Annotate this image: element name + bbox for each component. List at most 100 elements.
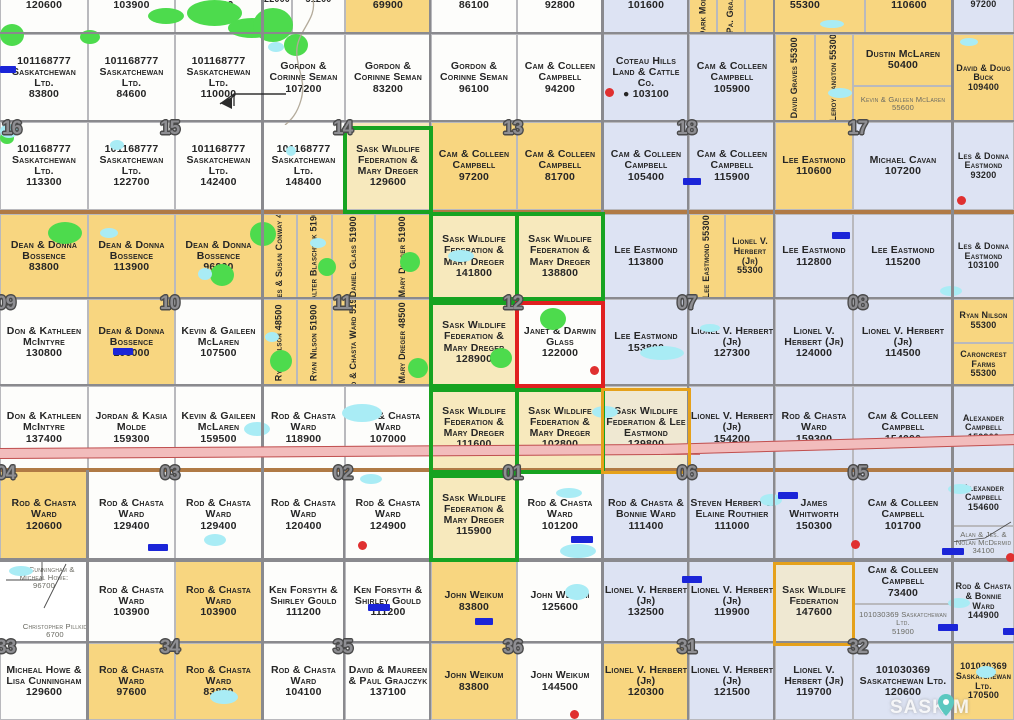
parcel[interactable]: Daniel Glass 51900 xyxy=(332,214,375,299)
parcel[interactable]: Charles & Susan Conway 42600 xyxy=(262,214,297,299)
sale-marker-icon[interactable] xyxy=(590,366,599,375)
parcel[interactable]: Sask Wildlife Federation & Mary Dreger 12… xyxy=(345,122,431,210)
parcel[interactable]: Rod & Chasta Ward 104100 xyxy=(262,643,345,720)
parcel[interactable]: Cam & Colleen Campbell 97200 xyxy=(431,122,517,210)
parcel[interactable]: Cam & Colleen Campbell 105400 xyxy=(603,122,689,210)
parcel[interactable]: 101030369 Saskatchewan Ltd. 120600 xyxy=(853,643,953,720)
parcel[interactable]: Cam & Colleen Campbell 81700 xyxy=(517,122,603,210)
listing-marker-icon[interactable] xyxy=(1003,628,1014,635)
parcel[interactable]: Eastmond97200 xyxy=(953,0,1014,34)
parcel[interactable]: Lionel V. Herbert (Jr) 119700 xyxy=(775,643,853,720)
parcel[interactable]: Steven Herbert & Elaine Routhier 111000 xyxy=(689,470,775,560)
listing-marker-icon[interactable] xyxy=(682,576,702,583)
parcel[interactable]: Walter Blaschuck 51900 xyxy=(297,214,332,299)
parcel[interactable]: David & Maureen & Paul Grajczyk 137100 xyxy=(345,643,431,720)
parcel[interactable]: Cam & Colleen Campbell 94200 xyxy=(517,34,603,122)
parcel[interactable]: Rod & Chasta Ward 107000 xyxy=(345,386,431,470)
parcel[interactable]: Lionel V. Herbert (Jr) 55300 xyxy=(725,214,775,299)
parcel[interactable]: Campbell101600 xyxy=(603,0,689,34)
parcel[interactable]: Caroncrest Farms 55300 xyxy=(953,343,1014,386)
parcel[interactable]: 101168777 Saskatchewan Ltd. 113300 xyxy=(0,122,88,210)
listing-marker-icon[interactable] xyxy=(571,536,593,543)
parcel[interactable]: Sask Wildlife Federation & Mary Dreger10… xyxy=(517,386,603,470)
parcel[interactable]: Seman69900 xyxy=(345,0,431,34)
parcel[interactable]: Rod & Chasta Ward 129400 xyxy=(175,470,262,560)
listing-marker-icon[interactable] xyxy=(368,604,390,611)
parcel[interactable]: 101030369 Saskatchewan Ltd. 170500 xyxy=(953,643,1014,720)
parcel[interactable]: Lionel V. Herbert (Jr) 114500 xyxy=(853,299,953,386)
listing-marker-icon[interactable] xyxy=(0,66,16,73)
parcel[interactable]: David & Doug Buck 109400 xyxy=(953,34,1014,122)
parcel[interactable]: Lee Eastmond 153800 xyxy=(603,299,689,386)
parcel[interactable]: Dean & Donna Bossence 83800 xyxy=(0,214,88,299)
parcel[interactable]: 101168777 Saskatchewan Ltd. 84600 xyxy=(88,34,175,122)
parcel[interactable]: Alexander Campbell150900 xyxy=(953,386,1014,470)
parcel[interactable]: Sask Wildlife Federation & Lee Eastmond1… xyxy=(603,386,689,470)
parcel[interactable]: Rod & Chasta Ward 103900 xyxy=(175,560,262,643)
parcel[interactable]: Ltd.83800 xyxy=(175,0,262,34)
parcel[interactable]: Rod & Chasta Ward 51900 xyxy=(332,299,375,386)
parcel[interactable]: Kevin & Gaileen McLaren 107500 xyxy=(175,299,262,386)
parcel[interactable]: Les & Donna Eastmond 93200 xyxy=(953,122,1014,210)
parcel[interactable]: Ryan Nilson 55300 xyxy=(953,299,1014,343)
parcel[interactable]: Rod & Chasta & Bonnie Ward 111400 xyxy=(603,470,689,560)
parcel[interactable]: Lee Eastmond 55300 xyxy=(689,214,725,299)
parcel[interactable]: Les & Donna Eastmond 103100 xyxy=(953,214,1014,299)
parcel[interactable]: Lee Eastmond 115200 xyxy=(853,214,953,299)
listing-marker-icon[interactable] xyxy=(942,548,964,555)
parcel[interactable]: Cam & Colleen Campbell 105900 xyxy=(689,34,775,122)
parcel[interactable]: 101168777 Saskatchewan Ltd. 83800 xyxy=(0,34,88,122)
parcel[interactable]: Alexander Campbell 154600 xyxy=(953,470,1014,526)
parcel[interactable]: Campbell92800 xyxy=(517,0,603,34)
parcel[interactable]: Ken Forsyth & Shirley Gould 111200 xyxy=(262,560,345,643)
parcel[interactable]: David Graves 55300 xyxy=(775,34,815,122)
parcel[interactable]: Hill120600 xyxy=(0,0,88,34)
parcel[interactable]: 101168777 Saskatchewan Ltd. 110000 xyxy=(175,34,262,122)
parcel[interactable]: Lee Eastmond 112800 xyxy=(775,214,853,299)
parcel[interactable]: Coteau Hills Land & Cattle Co. ● 103100 xyxy=(603,34,689,122)
parcel[interactable]: Rod & Chasta Ward 118900 xyxy=(262,386,345,470)
parcel[interactable]: Lionel V. Herbert (Jr) 119900 xyxy=(689,560,775,643)
parcel[interactable]: Lionel V. Herbert (Jr) 132500 xyxy=(603,560,689,643)
listing-marker-icon[interactable] xyxy=(475,618,493,625)
parcel[interactable]: 101168777 Saskatchewan Ltd. 122700 xyxy=(88,122,175,210)
parcel[interactable]: Seman86100 xyxy=(431,0,517,34)
parcel[interactable]: Gordon & Corinne Seman 96100 xyxy=(431,34,517,122)
parcel[interactable]: Sask Wildlife Federation 147600 xyxy=(775,560,853,643)
parcel[interactable]: Cavan110600 xyxy=(865,0,953,34)
sale-marker-icon[interactable] xyxy=(1006,553,1014,562)
parcel[interactable]: John Weikum 83800 xyxy=(431,643,517,720)
parcel[interactable]: Sask Wildlife Federation & Mary Dreger 12… xyxy=(431,299,517,386)
parcel[interactable]: Don & Kathleen McIntyre 130800 xyxy=(0,299,88,386)
parcel[interactable]: Sask Wildlife Federation & Mary Dreger11… xyxy=(431,386,517,470)
listing-marker-icon[interactable] xyxy=(683,178,701,185)
parcel[interactable]: Ken Forsyth & Shirley Gould 111200 xyxy=(345,560,431,643)
parcel[interactable]: Lionel V. Herbert (Jr) 154200 xyxy=(689,386,775,470)
parcel[interactable]: Cam & Colleen Campbell 115900 xyxy=(689,122,775,210)
sale-marker-icon[interactable] xyxy=(570,710,579,719)
parcel[interactable]: Rod & Chasta Ward 120400 xyxy=(262,470,345,560)
parcel[interactable]: Lee Eastmond 110600 xyxy=(775,122,853,210)
parcel[interactable]: Ryan Nilson 48500 xyxy=(262,299,297,386)
parcel[interactable]: Cam & Colleen Campbell154000 xyxy=(853,386,953,470)
parcel[interactable]: 22000 xyxy=(262,0,292,34)
parcel[interactable]: Dean & Donna Bossence108000 xyxy=(88,299,175,386)
parcel[interactable]: Lionel V. Herbert (Jr) 127300 xyxy=(689,299,775,386)
parcel[interactable]: Lionel V. Herbert (Jr) 121500 xyxy=(689,643,775,720)
parcel[interactable]: Sask Wildlife Federation & Mary Dreger 14… xyxy=(431,214,517,299)
parcel[interactable]: 51200 xyxy=(292,0,345,34)
listing-marker-icon[interactable] xyxy=(148,544,168,551)
sale-marker-icon[interactable] xyxy=(358,541,367,550)
sale-marker-icon[interactable] xyxy=(851,540,860,549)
parcel[interactable]: Rod & Chasta Ward 101200 xyxy=(517,470,603,560)
parcel[interactable]: Cam & Colleen Campbell 101700 xyxy=(853,470,953,560)
parcel[interactable]: 101168777 Saskatchewan Ltd. 142400 xyxy=(175,122,262,210)
parcel[interactable]: Christopher Pillkid 6700 xyxy=(0,600,88,643)
parcel[interactable]: John Weikum 144500 xyxy=(517,643,603,720)
parcel[interactable]: Lee Eastmond 113800 xyxy=(603,214,689,299)
listing-marker-icon[interactable] xyxy=(832,232,850,239)
parcel[interactable]: Dark Moll. 51900 xyxy=(689,0,717,34)
parcel[interactable]: Rod & Chasta Ward55300 xyxy=(745,0,865,34)
